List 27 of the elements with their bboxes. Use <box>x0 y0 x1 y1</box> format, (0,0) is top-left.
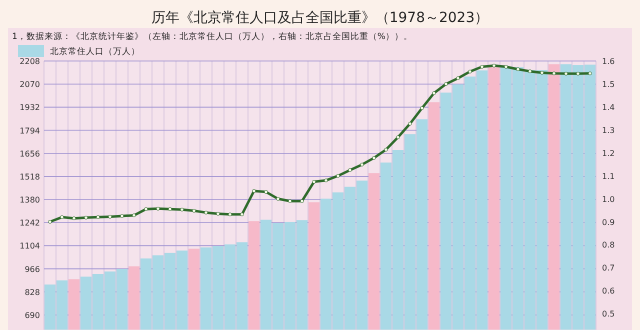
y2-tick-label: 1.2 <box>602 148 615 158</box>
y-tick-label: 2208 <box>20 57 40 66</box>
legend-label: 北京常住人口（万人） <box>50 46 140 57</box>
y-tick-label: 1656 <box>20 149 40 158</box>
y-tick-label: 2070 <box>20 80 40 90</box>
y2-tick-label: 1.1 <box>602 172 615 181</box>
y2-tick-label: 1.3 <box>602 126 615 135</box>
y2-tick-label: 0.6 <box>602 286 615 296</box>
y2-tick-label: 1.4 <box>602 102 615 112</box>
y2-tick-label: 1.0 <box>602 194 615 204</box>
y-tick-label: 1932 <box>20 103 40 112</box>
y-tick-label: 1518 <box>20 172 40 182</box>
y2-tick-label: 0.7 <box>602 264 615 273</box>
chart-title: 历年《北京常住人口及占全国比重》（1978～2023） <box>151 10 489 26</box>
y-tick-label: 828 <box>24 288 40 297</box>
y2-tick-label: 0.9 <box>602 218 615 227</box>
y-tick-label: 1242 <box>20 218 40 228</box>
y2-tick-label: 0.8 <box>602 240 615 250</box>
y2-tick-label: 0.5 <box>602 310 615 319</box>
y2-tick-label: 1.5 <box>602 80 615 89</box>
y-tick-label: 690 <box>24 310 40 320</box>
text: 1，数据来源：《北京统计年鉴》（左轴：北京常住人口（万人），右轴：北京占全国比重（%））。 <box>12 31 412 42</box>
y2-tick-label: 1.6 <box>602 57 615 66</box>
y-tick-label: 1104 <box>20 242 40 251</box>
y-tick-label: 966 <box>24 264 40 274</box>
y-tick-label: 1794 <box>20 126 40 136</box>
y-tick-label: 1380 <box>20 196 40 205</box>
